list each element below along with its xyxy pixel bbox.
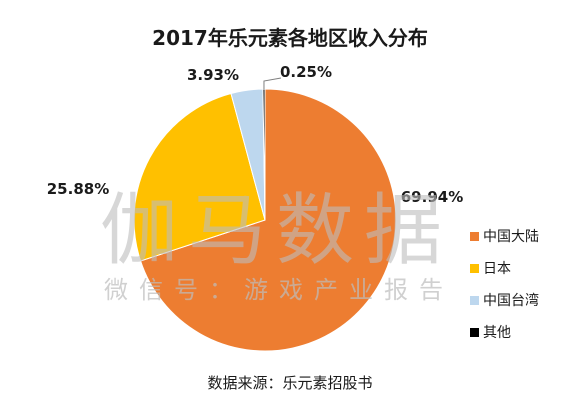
watermark-sub: 微信号：游戏产业报告 (104, 276, 454, 304)
data-label-1: 69.94% (401, 188, 463, 206)
pie-slice-2 (133, 92, 266, 262)
legend-swatch (470, 327, 479, 337)
data-label-3: 3.93% (187, 66, 239, 84)
legend-swatch (470, 231, 479, 241)
leader-line-4 (263, 77, 282, 90)
legend-label: 其他 (483, 325, 511, 341)
leader-lines (263, 77, 282, 90)
legend-item-3: 中国台湾 (470, 284, 539, 316)
legend-swatch (470, 263, 479, 273)
legend-item-2: 日本 (470, 252, 539, 284)
legend-item-1: 中国大陆 (470, 220, 539, 252)
data-label-2: 25.88% (47, 180, 109, 198)
pie-slice-4 (262, 88, 266, 221)
data-labels: 69.94% 25.88% 3.93% 0.25% (47, 63, 463, 206)
legend-label: 日本 (483, 261, 511, 277)
chart-legend: 中国大陆日本中国台湾其他 (470, 220, 539, 348)
pie-slices (133, 88, 397, 352)
legend-label: 中国大陆 (483, 229, 539, 245)
data-label-4: 0.25% (280, 63, 332, 81)
legend-item-4: 其他 (470, 316, 539, 348)
legend-label: 中国台湾 (483, 293, 539, 309)
legend-swatch (470, 295, 479, 305)
source-note: 数据来源：乐元素招股书 (207, 374, 373, 392)
chart-title: 2017年乐元素各地区收入分布 (152, 26, 428, 50)
watermark-main: 伽马数据 (100, 186, 453, 276)
pie-slice-1 (139, 88, 397, 352)
